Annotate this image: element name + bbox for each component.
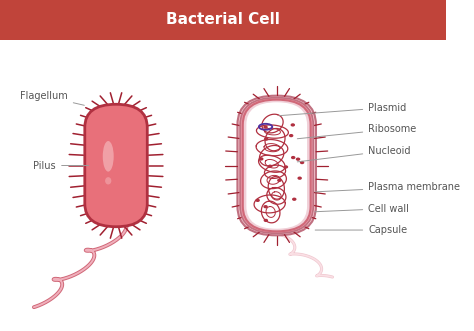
Text: Ribosome: Ribosome xyxy=(297,124,417,139)
FancyBboxPatch shape xyxy=(85,104,147,227)
Circle shape xyxy=(264,219,268,222)
Circle shape xyxy=(284,165,288,168)
Ellipse shape xyxy=(105,177,111,184)
Text: Cell wall: Cell wall xyxy=(315,204,409,213)
Circle shape xyxy=(298,176,302,180)
Text: Capsule: Capsule xyxy=(315,225,407,235)
Text: Flagellum: Flagellum xyxy=(20,91,84,105)
Text: Plasma membrane: Plasma membrane xyxy=(315,182,460,192)
Text: Pilus: Pilus xyxy=(34,161,89,170)
Circle shape xyxy=(277,179,282,182)
Ellipse shape xyxy=(103,141,114,171)
Text: Plasmid: Plasmid xyxy=(280,103,406,116)
Circle shape xyxy=(259,157,264,161)
Circle shape xyxy=(291,123,295,126)
Circle shape xyxy=(296,158,300,161)
Circle shape xyxy=(289,134,293,137)
Bar xyxy=(0,0,447,40)
Text: Bacterial Cell: Bacterial Cell xyxy=(166,12,280,27)
FancyBboxPatch shape xyxy=(240,98,313,233)
Circle shape xyxy=(264,205,268,208)
FancyBboxPatch shape xyxy=(246,102,307,229)
Circle shape xyxy=(264,125,268,129)
Circle shape xyxy=(268,165,273,168)
Circle shape xyxy=(292,198,297,201)
Circle shape xyxy=(291,156,295,159)
FancyBboxPatch shape xyxy=(243,100,310,231)
FancyBboxPatch shape xyxy=(237,96,316,235)
Circle shape xyxy=(255,199,260,202)
Circle shape xyxy=(264,137,268,141)
Text: Nucleoid: Nucleoid xyxy=(297,146,410,162)
Circle shape xyxy=(300,161,304,164)
